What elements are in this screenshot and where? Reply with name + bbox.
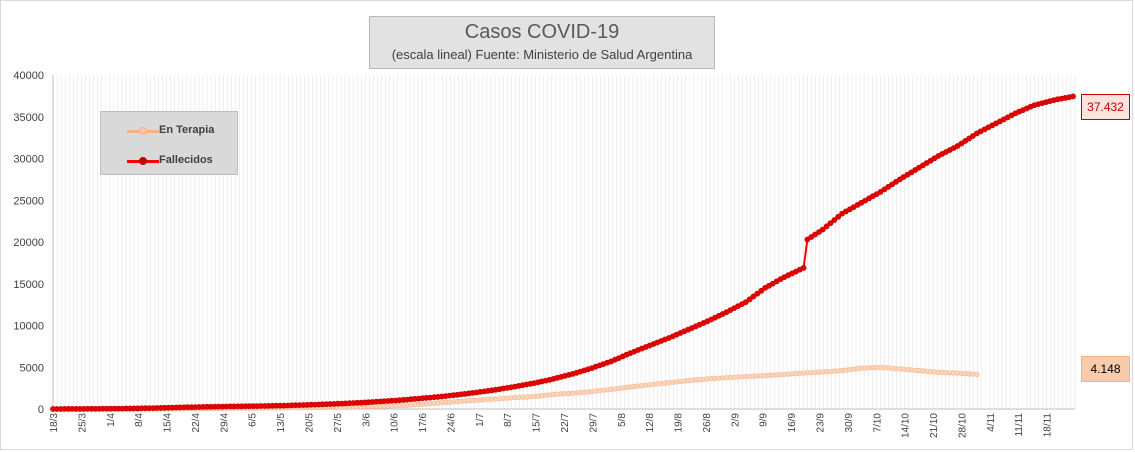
x-tick-label: 11/11 xyxy=(1014,413,1025,437)
y-tick-label: 0 xyxy=(38,404,44,416)
y-tick-label: 40000 xyxy=(13,70,44,82)
x-tick-label: 20/5 xyxy=(305,413,316,433)
data-point-fallecidos xyxy=(750,293,757,300)
x-tick-label: 29/4 xyxy=(219,413,230,433)
x-tick-label: 22/7 xyxy=(560,413,571,433)
x-tick-label: 13/5 xyxy=(276,413,287,433)
legend-label: En Terapia xyxy=(159,124,215,136)
x-tick-label: 29/7 xyxy=(588,413,599,433)
x-tick-label: 22/4 xyxy=(191,413,202,433)
y-tick-label: 15000 xyxy=(13,279,44,291)
chart-title-box: Casos COVID-19 (escala lineal) Fuente: M… xyxy=(369,16,715,69)
y-tick-label: 5000 xyxy=(20,362,44,374)
chart-subtitle: (escala lineal) Fuente: Ministerio de Sa… xyxy=(391,47,693,62)
x-tick-label: 30/9 xyxy=(844,413,855,433)
x-tick-label: 1/4 xyxy=(106,413,117,427)
legend-item-en-terapia: En Terapia xyxy=(101,121,237,141)
data-point-fallecidos xyxy=(800,264,807,271)
y-tick-label: 10000 xyxy=(13,321,44,333)
x-tick-label: 18/11 xyxy=(1043,413,1054,438)
x-tick-label: 26/8 xyxy=(702,413,713,433)
data-point-fallecidos xyxy=(1070,93,1076,100)
data-point-en-terapia xyxy=(974,371,980,378)
x-tick-label: 19/8 xyxy=(674,413,685,433)
x-tick-label: 10/6 xyxy=(390,413,401,433)
x-tick-label: 25/3 xyxy=(77,413,88,433)
legend-marker-icon xyxy=(139,127,147,135)
data-label-en-terapia-last: 4.148 xyxy=(1081,356,1130,382)
x-tick-label: 9/9 xyxy=(759,413,770,427)
data-point-fallecidos xyxy=(835,213,842,220)
x-tick-label: 18/3 xyxy=(49,413,60,433)
chart-legend: En Terapia Fallecidos xyxy=(100,111,238,175)
y-tick-label: 20000 xyxy=(13,237,44,249)
data-point-fallecidos xyxy=(742,299,749,305)
x-tick-label: 7/10 xyxy=(872,413,883,433)
y-tick-label: 35000 xyxy=(13,112,44,124)
x-tick-label: 16/9 xyxy=(787,413,798,433)
chart-title: Casos COVID-19 xyxy=(464,21,620,43)
legend-marker-icon xyxy=(139,157,147,165)
x-tick-label: 5/8 xyxy=(617,413,628,427)
data-point-fallecidos xyxy=(823,223,830,230)
x-tick-label: 21/10 xyxy=(929,413,940,438)
x-tick-label: 2/9 xyxy=(730,413,741,427)
data-point-fallecidos xyxy=(746,296,753,303)
x-tick-label: 12/8 xyxy=(645,413,656,433)
y-tick-label: 30000 xyxy=(13,154,44,166)
y-tick-label: 25000 xyxy=(13,195,44,207)
data-label-fallecidos-last: 37.432 xyxy=(1081,94,1130,120)
x-tick-label: 15/4 xyxy=(163,413,174,433)
x-tick-label: 15/7 xyxy=(532,413,543,433)
x-tick-label: 14/10 xyxy=(901,413,912,438)
x-tick-label: 6/5 xyxy=(248,413,259,427)
legend-item-fallecidos: Fallecidos xyxy=(101,151,237,171)
x-tick-label: 27/5 xyxy=(333,413,344,433)
data-point-fallecidos xyxy=(827,220,834,226)
legend-label: Fallecidos xyxy=(159,154,213,166)
data-point-fallecidos xyxy=(758,287,765,294)
data-point-fallecidos xyxy=(819,226,826,233)
data-point-fallecidos xyxy=(831,217,838,223)
x-tick-label: 1/7 xyxy=(475,413,486,427)
data-point-fallecidos xyxy=(970,133,976,139)
x-tick-label: 24/6 xyxy=(446,413,457,433)
x-tick-label: 23/9 xyxy=(816,413,827,433)
x-tick-label: 4/11 xyxy=(986,413,997,432)
data-point-fallecidos xyxy=(754,290,761,297)
x-tick-label: 8/4 xyxy=(134,413,145,427)
x-tick-label: 17/6 xyxy=(418,413,429,433)
x-tick-label: 3/6 xyxy=(361,413,372,427)
x-tick-label: 28/10 xyxy=(957,413,968,438)
x-tick-label: 8/7 xyxy=(503,413,514,427)
